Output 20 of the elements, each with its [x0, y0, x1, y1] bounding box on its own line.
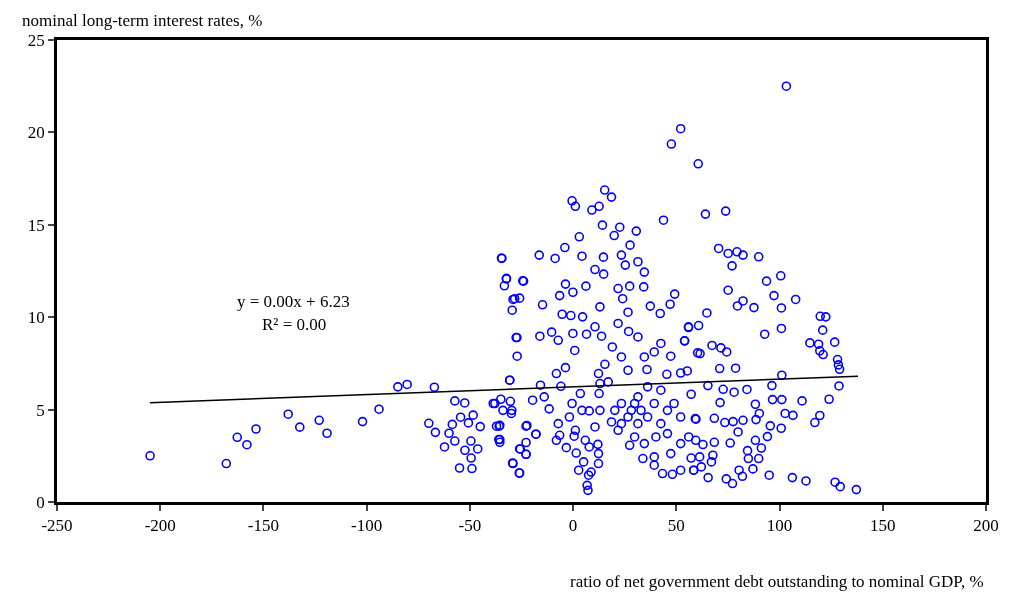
x-tick-label: -250	[41, 516, 73, 536]
x-axis-title: ratio of net government debt outstanding to nominal GDP, %	[570, 572, 984, 591]
y-tick-label: 20	[27, 123, 45, 143]
x-tick-label: -150	[247, 516, 280, 536]
annotation: R² = 0.00	[262, 315, 327, 334]
y-tick-label: 25	[27, 30, 45, 50]
x-tick-label: 50	[667, 516, 685, 536]
y-tick-label: 5	[36, 400, 45, 420]
y-tick-label: 0	[36, 492, 45, 512]
x-tick-label: -200	[144, 516, 176, 536]
x-tick-label: 150	[870, 516, 896, 536]
x-tick-label: 0	[568, 516, 578, 536]
annotation: y = 0.00x + 6.23	[237, 292, 350, 311]
x-tick-label: 100	[766, 516, 793, 536]
x-tick-label: -50	[458, 516, 482, 536]
y-tick-label: 15	[27, 215, 45, 235]
y-axis-title: nominal long-term interest rates, %	[22, 11, 263, 30]
x-tick-label: -100	[351, 516, 383, 536]
y-tick-label: 10	[27, 308, 45, 328]
x-tick-label: 200	[973, 516, 999, 536]
